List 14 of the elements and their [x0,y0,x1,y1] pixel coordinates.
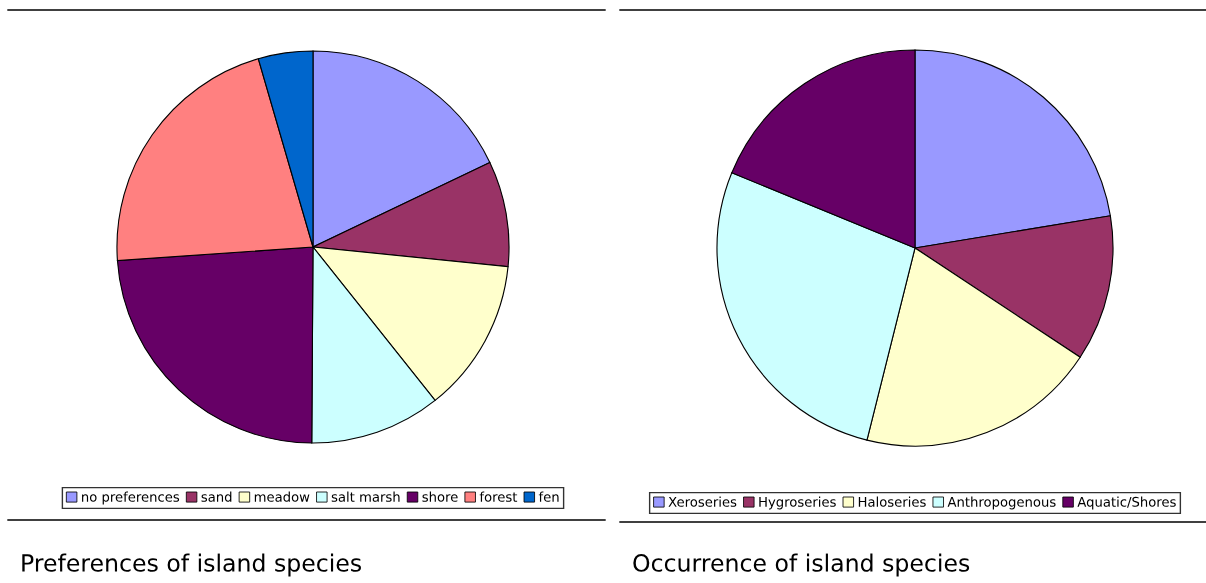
legend-label: Haloseries [858,496,926,507]
legend-label: salt marsh [331,491,400,502]
legend-label: meadow [254,491,310,502]
legend-label: Xeroseries [668,496,737,507]
legend-label: Aquatic/Shores [1077,496,1176,510]
text: Occurrence of island species [633,553,970,577]
legend-label: no preferences [82,491,180,505]
legend-label: Hygroseries [759,496,836,510]
legend-label: shore [422,491,458,502]
legend-label: forest [479,491,518,502]
text: Preferences of island species [22,553,361,577]
legend-label: fen [538,491,559,502]
legend-label: sand [201,491,232,502]
legend-label: Anthropogenous [947,496,1056,510]
